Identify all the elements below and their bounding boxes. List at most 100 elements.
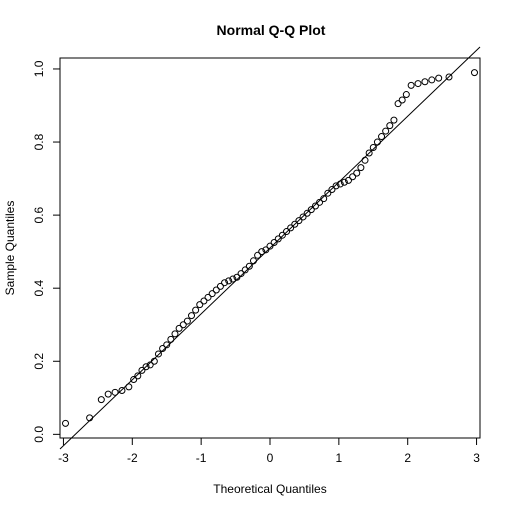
x-tick-label: 3 (473, 451, 480, 465)
data-point (328, 186, 336, 194)
x-tick-label: -1 (196, 451, 207, 465)
data-point (407, 81, 415, 89)
data-point (208, 290, 216, 298)
data-point (295, 217, 303, 225)
data-point (229, 275, 237, 283)
data-point (97, 396, 105, 404)
data-point (435, 74, 443, 82)
data-point (241, 266, 249, 274)
data-point (382, 127, 390, 135)
data-point (86, 414, 94, 422)
data-point (274, 235, 282, 243)
data-point (179, 321, 187, 329)
x-tick-label: -3 (58, 451, 69, 465)
y-tick-label: 0.8 (32, 133, 46, 150)
data-point (254, 251, 262, 259)
data-point (324, 189, 332, 197)
data-point (150, 357, 158, 365)
data-point (134, 372, 142, 380)
data-point (291, 220, 299, 228)
data-point (154, 350, 162, 358)
y-tick-label: 0.4 (32, 280, 46, 297)
data-point (266, 242, 274, 250)
data-point (245, 262, 253, 270)
data-point (192, 306, 200, 314)
data-point (361, 156, 369, 164)
data-point (196, 301, 204, 309)
y-axis-label: Sample Quantiles (3, 201, 17, 296)
data-point (398, 96, 406, 104)
data-point (104, 390, 112, 398)
data-point (167, 335, 175, 343)
data-point (159, 344, 167, 352)
data-point (394, 100, 402, 108)
data-point (316, 198, 324, 206)
data-point (183, 317, 191, 325)
data-point (386, 122, 394, 130)
data-point (307, 206, 315, 214)
data-point (204, 293, 212, 301)
data-point (402, 91, 410, 99)
y-tick-label: 1.0 (32, 60, 46, 77)
chart-title: Normal Q-Q Plot (217, 22, 326, 38)
data-point (378, 133, 386, 141)
data-point (111, 388, 119, 396)
y-tick-label: 0.0 (32, 426, 46, 443)
plot-area (59, 46, 481, 450)
x-tick-label: 1 (336, 451, 343, 465)
y-tick-label: 0.6 (32, 206, 46, 223)
x-tick-label: 2 (404, 451, 411, 465)
data-point (336, 180, 344, 188)
data-point (237, 270, 245, 278)
data-point (142, 363, 150, 371)
data-point (212, 286, 220, 294)
data-point (320, 195, 328, 203)
data-point (340, 178, 348, 186)
data-point (130, 376, 138, 384)
data-point (428, 76, 436, 84)
data-point (303, 209, 311, 217)
data-point (216, 282, 224, 290)
data-point (353, 169, 361, 177)
x-axis: -3 -2 -1 0 1 2 3 (58, 437, 480, 465)
data-point (278, 231, 286, 239)
data-point (163, 341, 171, 349)
data-point (118, 387, 126, 394)
y-tick-label: 0.2 (32, 353, 46, 370)
data-point (233, 273, 241, 281)
data-point (390, 116, 398, 124)
data-point (249, 257, 257, 265)
reference-line (59, 46, 481, 450)
y-axis: 0.0 0.2 0.4 0.6 0.8 1.0 (32, 60, 61, 443)
data-point (188, 312, 196, 320)
data-point (311, 202, 319, 210)
data-point (138, 366, 146, 374)
data-point (470, 69, 478, 77)
data-point (221, 279, 229, 287)
data-point (200, 297, 208, 305)
data-point (344, 176, 352, 184)
data-point (299, 213, 307, 221)
data-point (225, 277, 233, 285)
data-point (287, 224, 295, 232)
data-point (171, 330, 179, 338)
data-point (262, 246, 270, 254)
data-point (270, 239, 278, 247)
data-point (421, 78, 429, 86)
x-tick-label: 0 (267, 451, 274, 465)
data-point (258, 248, 266, 256)
data-point (125, 383, 133, 391)
x-axis-label: Theoretical Quantiles (213, 482, 326, 496)
data-point (365, 149, 373, 157)
data-point (283, 228, 291, 236)
data-point (175, 324, 183, 332)
data-point (369, 144, 377, 152)
data-point (445, 73, 453, 81)
data-point (414, 80, 422, 88)
data-point (357, 164, 365, 172)
data-point (349, 173, 357, 181)
data-point (62, 419, 70, 427)
data-point (146, 361, 154, 369)
